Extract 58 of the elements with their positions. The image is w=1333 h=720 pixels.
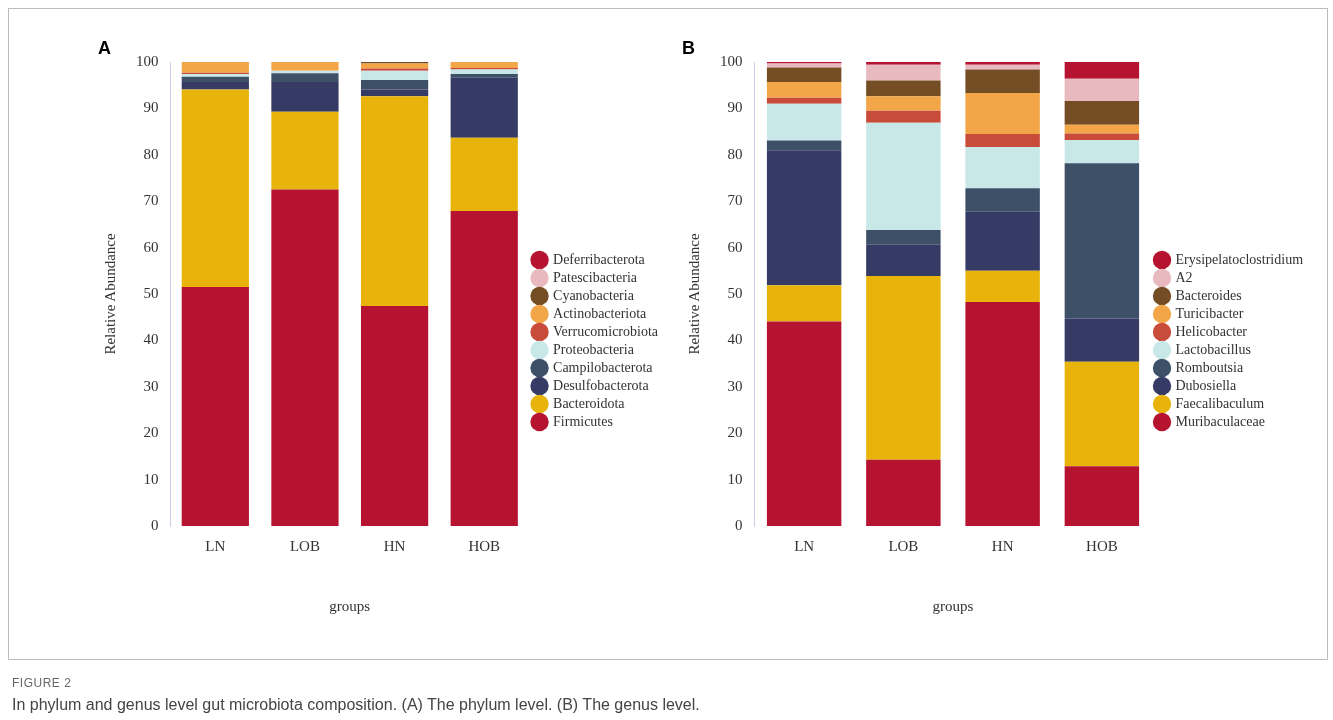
y-axis-title: Relative Abundance [685,233,702,355]
y-tick-label: 90 [143,99,159,116]
legend-label: A2 [1175,269,1193,285]
x-axis-title: groups [329,597,371,614]
y-tick-label: 0 [735,516,743,533]
legend-label: Proteobacteria [553,341,635,357]
y-tick-label: 60 [143,238,159,255]
legend-label: Bacteroidota [553,395,626,411]
caption: FIGURE 2 [12,676,73,690]
y-tick-label: 80 [143,145,159,162]
x-tick-label: HN [383,537,406,554]
text: A [98,38,111,59]
legend-label: Dubosiella [1175,377,1237,393]
y-tick-label: 10 [727,470,743,487]
text: In phylum and genus level gut microbiota composition. (A) The phylum level. (B) The genus level. [12,696,700,714]
y-tick-label: 50 [143,284,159,301]
legend-label: Lactobacillus [1175,341,1251,357]
y-tick-label: 10 [143,470,159,487]
legend-label: Campilobacterota [553,359,654,375]
y-tick-label: 30 [727,377,743,394]
x-tick-label: LOB [289,537,320,554]
y-tick-label: 60 [727,238,743,255]
x-tick-label: LN [794,537,815,554]
legend-label: Romboutsia [1175,359,1244,375]
x-axis-title: groups [932,597,974,614]
legend-label: Cyanobacteria [553,287,635,303]
y-tick-label: 20 [727,424,743,441]
y-tick-label: 20 [143,424,159,441]
y-tick-label: 0 [151,516,159,533]
legend-label: Faecalibaculum [1175,395,1265,411]
y-tick-label: 90 [727,99,743,116]
y-tick-label: 40 [143,331,159,348]
legend-label: Helicobacter [1175,323,1248,339]
text: B [682,38,695,59]
legend-label: Erysipelatoclostridium [1175,251,1304,267]
legend-label: Firmicutes [553,413,613,429]
legend-label: Deferribacterota [553,251,646,267]
legend-label: Muribaculaceae [1175,413,1265,429]
y-tick-label: 40 [727,331,743,348]
legend-label: Desulfobacterota [553,377,650,393]
legend-label: Bacteroides [1175,287,1242,303]
y-tick-label: 30 [143,377,159,394]
x-tick-label: HOB [1086,537,1118,554]
y-tick-label: 50 [727,284,743,301]
x-tick-label: HN [991,537,1014,554]
x-tick-label: LN [205,537,226,554]
y-tick-label: 70 [143,192,159,209]
legend-label: Actinobacteriota [553,305,648,321]
legend-label: Verrucomicrobiota [553,323,659,339]
legend-label: Turicibacter [1175,305,1244,321]
y-tick-label: 80 [727,145,743,162]
x-tick-label: HOB [468,537,501,554]
y-tick-label: 70 [727,192,743,209]
y-axis-title: Relative Abundance [101,233,118,355]
y-tick-label: 100 [136,52,159,69]
x-tick-label: LOB [888,537,919,554]
y-tick-label: 100 [720,52,743,69]
legend-label: Patescibacteria [553,269,638,285]
